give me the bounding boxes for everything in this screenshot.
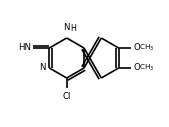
Text: O: O — [134, 64, 140, 73]
Text: N: N — [39, 64, 45, 73]
Text: Cl: Cl — [63, 92, 71, 101]
Text: HN: HN — [18, 44, 31, 52]
Text: H: H — [71, 24, 77, 33]
Text: O: O — [134, 44, 140, 52]
Text: N: N — [63, 23, 70, 32]
Text: CH$_3$: CH$_3$ — [139, 43, 154, 53]
Text: CH$_3$: CH$_3$ — [139, 63, 154, 73]
